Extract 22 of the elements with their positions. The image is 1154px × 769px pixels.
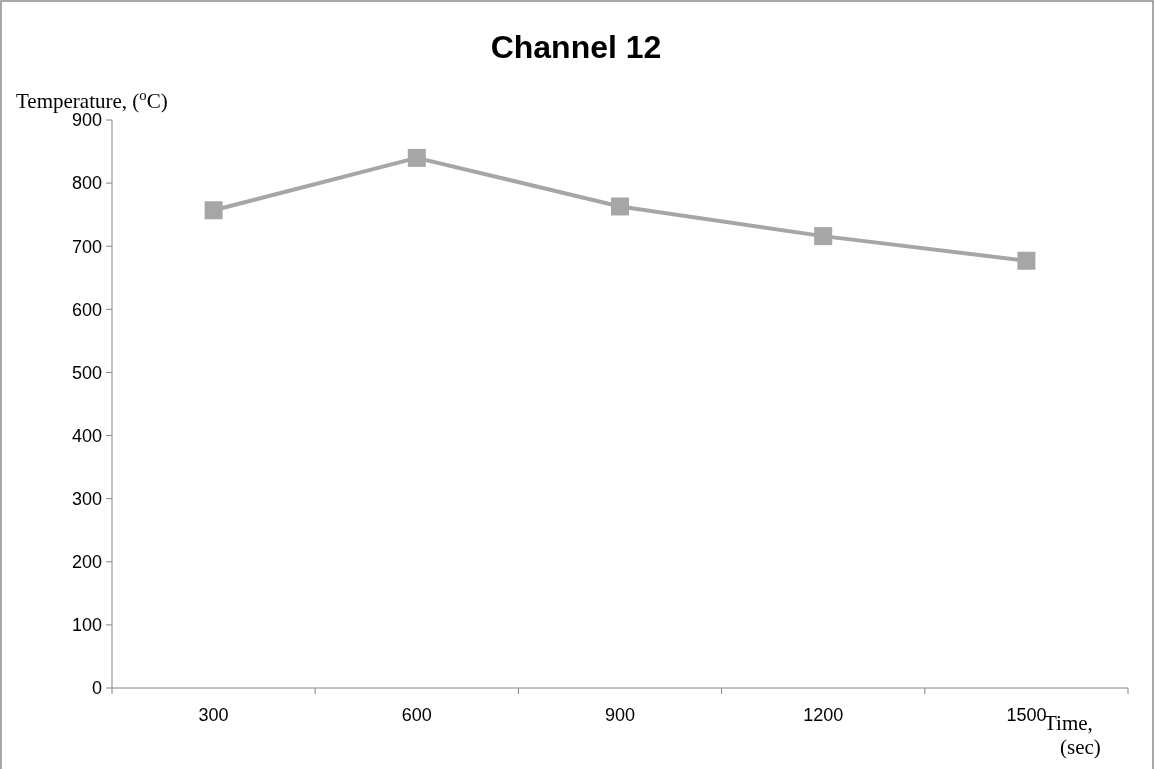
x-tick-label: 900 <box>604 705 636 725</box>
x-tick-label: 1200 <box>803 705 844 725</box>
point <box>204 201 223 220</box>
y-tick-label: 300 <box>71 488 102 509</box>
y-tick-label: 800 <box>71 173 102 194</box>
y-tick-label: 700 <box>71 236 102 257</box>
x-tick-label: 1500 <box>1006 705 1047 725</box>
y-tick-label: 200 <box>71 552 102 573</box>
point <box>814 227 833 246</box>
y-axis-title: Temperature, ($^{o}$C) <box>16 87 168 113</box>
y-tick-label: 600 <box>71 299 102 320</box>
y-tick-label: 0 <box>91 678 102 699</box>
y-tick-label: 900 <box>71 110 102 131</box>
y-tick-label: 500 <box>71 362 102 383</box>
y-tick-label: 100 <box>71 615 102 636</box>
chart-title: Channel 12 <box>490 29 662 65</box>
x-tick-label: 300 <box>198 705 229 725</box>
y-tick-label: 400 <box>71 425 102 446</box>
point <box>407 148 426 167</box>
point <box>1017 251 1036 270</box>
x-tick-label: 600 <box>401 705 432 725</box>
point <box>611 197 629 216</box>
